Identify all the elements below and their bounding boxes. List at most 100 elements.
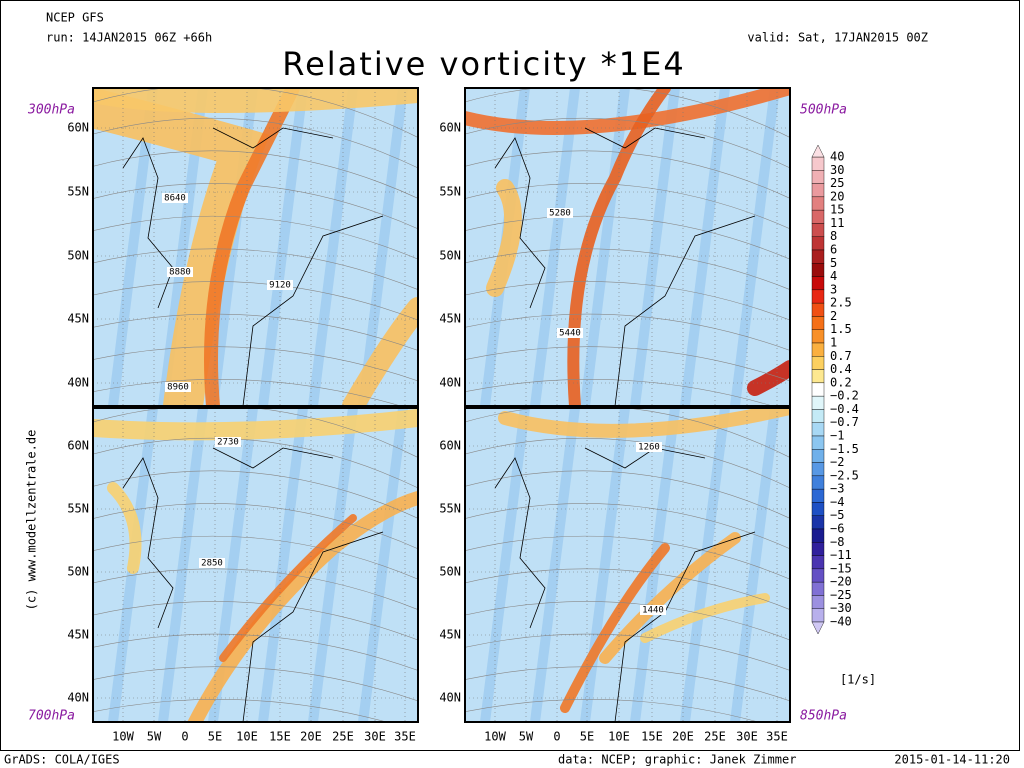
lat-label: 40N	[67, 691, 89, 705]
colorbar-label: −1.5	[830, 442, 859, 456]
colorbar-label: 20	[830, 189, 844, 203]
colorbar-label: −8	[830, 535, 844, 549]
lat-label: 60N	[439, 121, 461, 135]
credit: (c) www.modellzentrale.de	[25, 430, 39, 611]
contour-label: 2850	[201, 559, 223, 569]
colorbar-label: −0.7	[830, 415, 859, 429]
height-contour	[93, 88, 418, 138]
height-contour	[93, 568, 418, 610]
colorbar-bin	[811, 488, 825, 503]
height-contour	[465, 437, 790, 489]
height-contour	[465, 633, 790, 671]
colorbar-label: 30	[830, 163, 844, 177]
lat-label: 45N	[439, 312, 461, 326]
colorbar-bin	[811, 156, 825, 171]
contour-label-bg	[547, 208, 573, 218]
lon-label: 15E	[269, 730, 291, 744]
map-panel	[93, 88, 418, 406]
vorticity-streak	[640, 593, 770, 643]
height-contour	[465, 346, 790, 382]
colorbar-label: 5	[830, 256, 837, 270]
height-contour	[465, 313, 790, 351]
vorticity-streak	[93, 409, 418, 441]
panel-border	[92, 87, 419, 407]
contour-label: 8960	[167, 383, 189, 393]
contour-label: 1260	[638, 443, 660, 453]
lat-label: 50N	[67, 565, 89, 579]
contour-label-bg	[162, 193, 188, 203]
lon-label: 5W	[147, 730, 162, 744]
lat-label: 45N	[67, 312, 89, 326]
colorbar-label: −0.2	[830, 389, 859, 403]
colorbar-bin	[811, 422, 825, 437]
colorbar-label: 6	[830, 243, 837, 257]
colorbar-bin	[811, 249, 825, 264]
lon-label: 10W	[112, 730, 134, 744]
contour-label-bg	[636, 442, 662, 452]
contour-label-bg	[165, 382, 191, 392]
colorbar-label: 8	[830, 229, 837, 243]
height-contour	[93, 601, 418, 641]
colorbar-label: −25	[830, 588, 852, 602]
map-panel	[465, 88, 790, 406]
height-contour	[93, 470, 418, 519]
colorbar-label: 25	[830, 176, 844, 190]
colorbar-label: 11	[830, 216, 844, 230]
height-contour	[93, 313, 418, 351]
vorticity-streak	[107, 482, 142, 574]
colorbar-bin	[811, 263, 825, 277]
colorbar-bin	[811, 196, 825, 211]
level-label: 700hPa	[28, 709, 75, 724]
lon-label: 20E	[300, 730, 322, 744]
lon-label: 15E	[641, 730, 663, 744]
colorbar-bin	[811, 515, 825, 530]
height-contour	[465, 699, 760, 722]
colorbar-bin	[811, 608, 825, 623]
blue-patch	[730, 408, 780, 722]
colorbar-bin	[811, 209, 825, 224]
height-contour	[93, 150, 418, 199]
blue-patch	[480, 408, 530, 722]
colorbar-label: 1	[830, 336, 837, 350]
lat-label: 55N	[439, 185, 461, 199]
height-contour	[93, 437, 418, 489]
height-contour	[93, 117, 418, 169]
lon-label: 25E	[332, 730, 354, 744]
colorbar-bin	[811, 369, 825, 384]
height-contour	[465, 568, 790, 610]
level-label: 500hPa	[800, 103, 847, 118]
vorticity-streak	[747, 360, 790, 396]
lon-label: 10W	[484, 730, 506, 744]
vorticity-streak	[342, 297, 418, 406]
colorbar-bin	[811, 289, 825, 304]
colorbar-bin	[811, 555, 825, 570]
contour-label: 8640	[164, 194, 186, 204]
unit: [1/s]	[840, 673, 876, 687]
contour-label: 1440	[642, 606, 664, 616]
height-contour	[93, 503, 418, 550]
height-contour	[465, 666, 790, 702]
height-contour	[93, 633, 418, 671]
contour-label-bg	[215, 437, 241, 447]
colorbar-bin	[811, 581, 825, 596]
lon-label: 0	[553, 730, 560, 744]
height-contour	[465, 470, 790, 519]
panel-border	[464, 87, 791, 407]
height-contour	[465, 150, 790, 199]
coastline	[494, 127, 756, 406]
colorbar-bin	[811, 342, 825, 357]
lon-label: 25E	[704, 730, 726, 744]
coastline	[122, 447, 384, 722]
lat-label: 55N	[439, 502, 461, 516]
level-label: 300hPa	[27, 103, 75, 118]
contour-label-bg	[199, 558, 225, 568]
colorbar-label: 1.5	[830, 322, 852, 336]
vorticity-streak	[599, 532, 741, 664]
height-contour	[465, 601, 790, 641]
lon-label: 5E	[208, 730, 222, 744]
colorbar-bin	[811, 382, 825, 397]
colorbar-label: 0.2	[830, 375, 852, 389]
run: run: 14JAN2015 06Z +66h	[46, 31, 212, 45]
colorbar-label: −0.4	[830, 402, 859, 416]
title: Relative vorticity *1E4	[282, 45, 685, 83]
